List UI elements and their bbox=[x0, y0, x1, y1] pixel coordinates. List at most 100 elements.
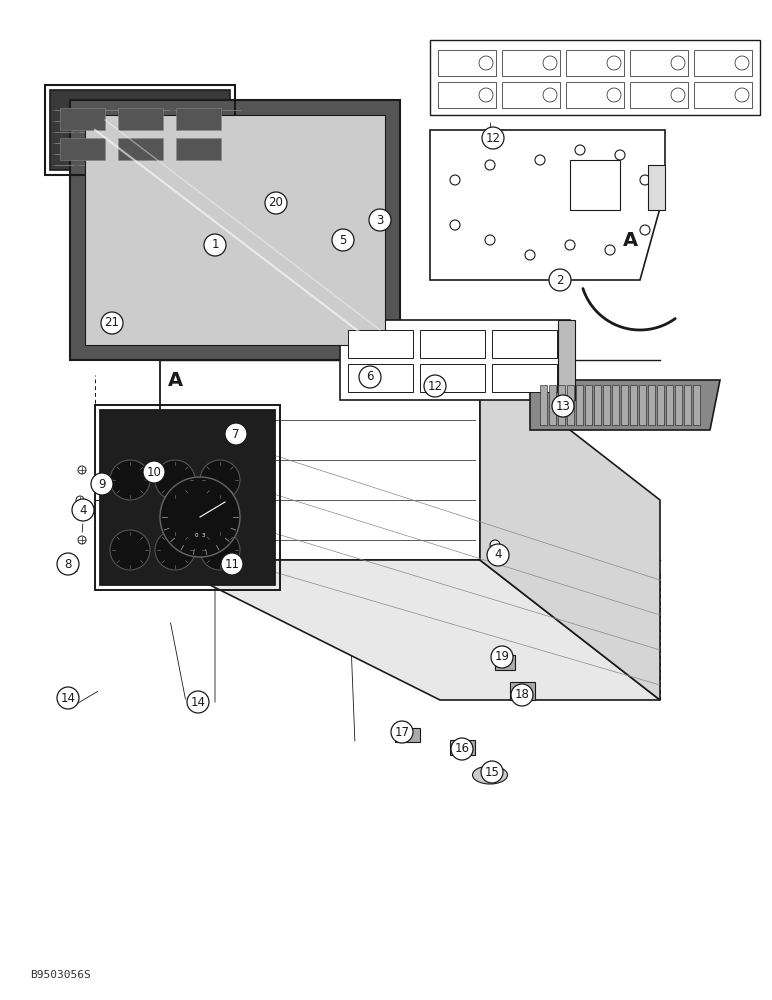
Circle shape bbox=[485, 235, 495, 245]
Circle shape bbox=[160, 477, 240, 557]
Circle shape bbox=[391, 721, 413, 743]
Circle shape bbox=[450, 220, 460, 230]
Circle shape bbox=[671, 56, 685, 70]
Polygon shape bbox=[176, 108, 221, 130]
Polygon shape bbox=[438, 82, 496, 108]
Polygon shape bbox=[510, 682, 535, 700]
Circle shape bbox=[78, 536, 86, 544]
Circle shape bbox=[543, 56, 557, 70]
Polygon shape bbox=[60, 108, 105, 130]
Circle shape bbox=[57, 553, 79, 575]
Text: 14: 14 bbox=[191, 696, 205, 708]
Polygon shape bbox=[160, 560, 660, 700]
Polygon shape bbox=[495, 655, 515, 670]
Circle shape bbox=[110, 530, 150, 570]
Polygon shape bbox=[502, 82, 560, 108]
Circle shape bbox=[479, 88, 493, 102]
Circle shape bbox=[735, 56, 749, 70]
Circle shape bbox=[155, 530, 195, 570]
Polygon shape bbox=[630, 50, 688, 76]
Polygon shape bbox=[648, 165, 665, 210]
Text: 9: 9 bbox=[98, 478, 106, 490]
Polygon shape bbox=[648, 385, 655, 425]
Text: 6: 6 bbox=[366, 370, 374, 383]
Text: 19: 19 bbox=[495, 650, 510, 664]
Circle shape bbox=[607, 88, 621, 102]
Circle shape bbox=[511, 684, 533, 706]
Circle shape bbox=[487, 544, 509, 566]
Circle shape bbox=[200, 460, 240, 500]
Circle shape bbox=[78, 466, 86, 474]
Polygon shape bbox=[348, 364, 413, 392]
Circle shape bbox=[565, 240, 575, 250]
Circle shape bbox=[204, 234, 226, 256]
Polygon shape bbox=[684, 385, 691, 425]
Polygon shape bbox=[118, 108, 163, 130]
Ellipse shape bbox=[472, 766, 507, 784]
Circle shape bbox=[607, 56, 621, 70]
Text: 10: 10 bbox=[147, 466, 161, 479]
Circle shape bbox=[450, 175, 460, 185]
Circle shape bbox=[549, 269, 571, 291]
Polygon shape bbox=[118, 138, 163, 160]
Circle shape bbox=[110, 460, 150, 500]
Circle shape bbox=[155, 460, 195, 500]
Polygon shape bbox=[340, 320, 570, 400]
Circle shape bbox=[535, 155, 545, 165]
Polygon shape bbox=[85, 115, 385, 345]
Polygon shape bbox=[348, 330, 413, 358]
Polygon shape bbox=[567, 385, 574, 425]
Polygon shape bbox=[694, 50, 752, 76]
Polygon shape bbox=[558, 385, 565, 425]
Circle shape bbox=[552, 395, 574, 417]
Circle shape bbox=[359, 366, 381, 388]
Circle shape bbox=[101, 312, 123, 334]
Text: 12: 12 bbox=[428, 379, 442, 392]
Polygon shape bbox=[566, 50, 624, 76]
Circle shape bbox=[451, 738, 473, 760]
Circle shape bbox=[481, 761, 503, 783]
Polygon shape bbox=[603, 385, 610, 425]
Circle shape bbox=[605, 245, 615, 255]
Circle shape bbox=[671, 88, 685, 102]
Polygon shape bbox=[694, 82, 752, 108]
Polygon shape bbox=[612, 385, 619, 425]
Text: A: A bbox=[168, 370, 182, 389]
Text: 8: 8 bbox=[64, 558, 72, 570]
Polygon shape bbox=[70, 100, 400, 360]
Polygon shape bbox=[100, 410, 275, 585]
Text: A: A bbox=[622, 231, 638, 249]
Polygon shape bbox=[450, 740, 475, 755]
Text: 7: 7 bbox=[232, 428, 240, 440]
Text: 16: 16 bbox=[455, 742, 469, 756]
Polygon shape bbox=[50, 90, 230, 170]
Text: 11: 11 bbox=[225, 558, 239, 570]
Polygon shape bbox=[675, 385, 682, 425]
Text: 13: 13 bbox=[556, 399, 571, 412]
Polygon shape bbox=[502, 50, 560, 76]
Circle shape bbox=[187, 691, 209, 713]
Circle shape bbox=[91, 473, 113, 495]
Circle shape bbox=[575, 145, 585, 155]
Circle shape bbox=[490, 540, 500, 550]
Text: 20: 20 bbox=[269, 196, 283, 210]
Circle shape bbox=[543, 88, 557, 102]
Text: 17: 17 bbox=[394, 726, 409, 738]
Text: 4: 4 bbox=[80, 504, 86, 516]
Text: 1: 1 bbox=[212, 238, 218, 251]
Polygon shape bbox=[549, 385, 556, 425]
Polygon shape bbox=[585, 385, 592, 425]
Circle shape bbox=[640, 225, 650, 235]
Polygon shape bbox=[558, 320, 575, 400]
Circle shape bbox=[76, 496, 84, 504]
Circle shape bbox=[265, 192, 287, 214]
Circle shape bbox=[485, 160, 495, 170]
Text: 15: 15 bbox=[485, 766, 499, 778]
Polygon shape bbox=[540, 385, 547, 425]
Polygon shape bbox=[570, 160, 620, 210]
Circle shape bbox=[615, 150, 625, 160]
Polygon shape bbox=[176, 138, 221, 160]
Circle shape bbox=[225, 423, 247, 445]
Circle shape bbox=[479, 56, 493, 70]
Polygon shape bbox=[530, 380, 720, 430]
